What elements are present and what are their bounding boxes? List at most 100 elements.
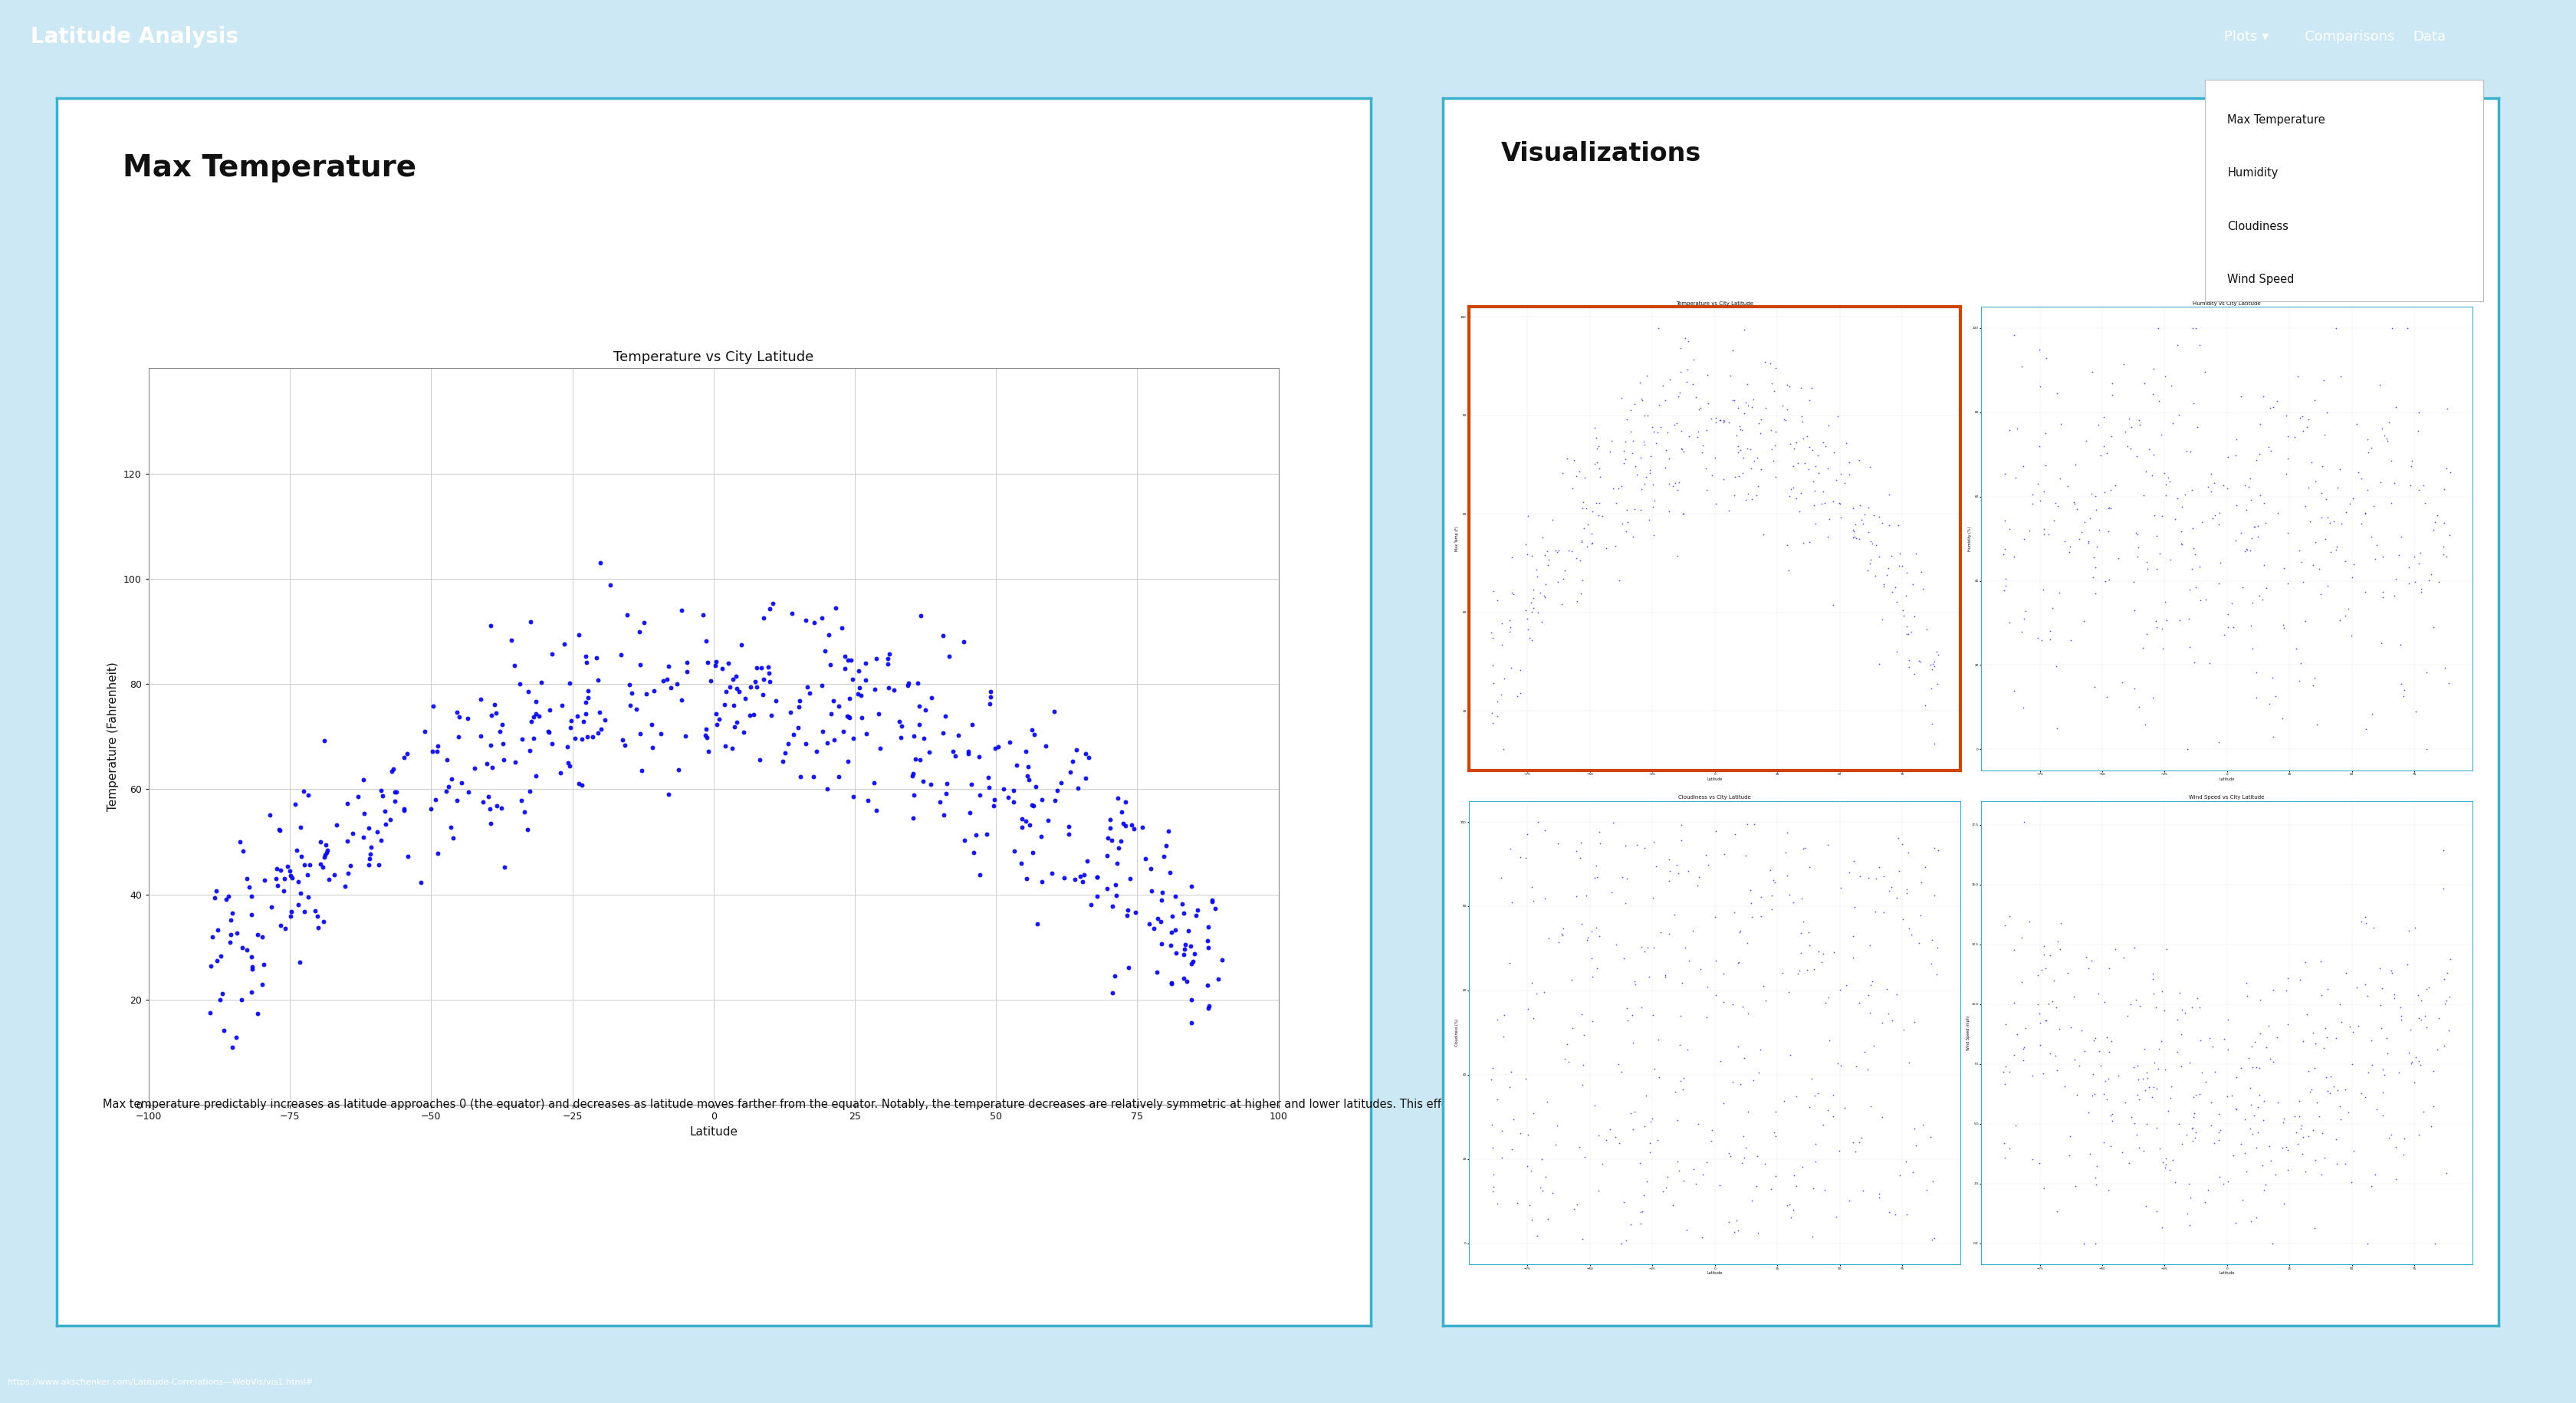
Point xyxy=(2367,1127,2409,1149)
Point xyxy=(1095,874,1136,897)
Point xyxy=(2311,1065,2352,1087)
Point xyxy=(1105,814,1146,836)
Point xyxy=(1077,885,1118,908)
Point xyxy=(1564,491,1605,513)
Point xyxy=(2174,1101,2215,1124)
Point xyxy=(2146,473,2187,495)
Point xyxy=(2267,448,2308,470)
Point xyxy=(920,790,961,812)
Point xyxy=(1492,1138,1533,1160)
Point xyxy=(1492,891,1533,913)
Point xyxy=(1726,814,1767,836)
Point xyxy=(1512,1209,1553,1232)
Point xyxy=(951,773,992,796)
Point xyxy=(2375,984,2416,1006)
Point xyxy=(1765,410,1806,432)
Point xyxy=(1607,408,1649,431)
Point xyxy=(276,839,317,861)
Point xyxy=(384,797,425,819)
Point xyxy=(1986,1013,2027,1035)
Point xyxy=(2362,424,2403,446)
Point xyxy=(2267,463,2308,485)
Point xyxy=(1623,431,1664,453)
Point xyxy=(1868,1201,1909,1223)
Point xyxy=(1682,1226,1723,1249)
Point xyxy=(2306,424,2347,446)
Point xyxy=(1777,452,1819,474)
Point xyxy=(1546,448,1587,470)
Point xyxy=(1177,899,1218,922)
Point xyxy=(2264,1107,2306,1129)
Point xyxy=(1512,596,1553,619)
Point xyxy=(1664,327,1705,349)
Point xyxy=(2354,549,2396,571)
Point xyxy=(886,675,927,697)
Point xyxy=(1917,640,1958,662)
Point xyxy=(948,741,989,763)
Point xyxy=(2038,581,2079,603)
Point xyxy=(1561,529,1602,551)
Point xyxy=(211,923,252,946)
Point xyxy=(2123,637,2164,659)
Point xyxy=(1775,487,1816,509)
Point xyxy=(2123,1068,2164,1090)
Point xyxy=(1754,1125,1795,1148)
Point xyxy=(762,749,804,772)
Point xyxy=(1571,532,1613,554)
Point xyxy=(2136,1201,2177,1223)
Point xyxy=(703,735,744,758)
Point xyxy=(1471,1136,1512,1159)
Point xyxy=(1038,779,1079,801)
Point xyxy=(649,783,690,805)
Point xyxy=(1917,964,1958,986)
Point xyxy=(1803,480,1844,502)
Point xyxy=(1754,1164,1795,1187)
Point xyxy=(837,683,878,706)
Point xyxy=(1597,570,1638,592)
Point xyxy=(2365,1027,2406,1049)
Point xyxy=(1911,953,1953,975)
Point xyxy=(1829,463,1870,485)
Point xyxy=(1600,386,1641,408)
Point xyxy=(1633,1003,1674,1026)
Point xyxy=(2169,636,2210,658)
Point xyxy=(1726,845,1767,867)
Point xyxy=(1819,491,1860,513)
Point xyxy=(855,678,896,700)
Point xyxy=(2004,1049,2045,1072)
Point xyxy=(1607,867,1649,890)
Point xyxy=(567,725,608,748)
Point xyxy=(1546,1033,1587,1055)
Point xyxy=(1556,885,1597,908)
Point xyxy=(2326,501,2367,523)
Point xyxy=(567,651,608,673)
Point xyxy=(1646,421,1687,443)
Point xyxy=(1770,1194,1811,1216)
Point xyxy=(1103,812,1144,835)
Point xyxy=(2344,502,2385,525)
Point xyxy=(1752,884,1793,906)
Point xyxy=(2169,1214,2210,1236)
Point xyxy=(1525,1166,1566,1188)
Point xyxy=(1481,634,1522,657)
Point xyxy=(2331,624,2372,647)
Point xyxy=(778,690,819,713)
Point xyxy=(1754,380,1795,403)
Point xyxy=(2293,673,2334,696)
Point xyxy=(1471,654,1512,676)
Point xyxy=(2172,317,2213,340)
Point xyxy=(2308,978,2349,1000)
Point xyxy=(1780,481,1821,504)
Point xyxy=(1566,497,1607,519)
Point xyxy=(1744,397,1785,419)
Point xyxy=(1605,892,1646,915)
Point xyxy=(1623,434,1664,456)
Point xyxy=(366,800,407,822)
Point xyxy=(747,655,788,678)
Point xyxy=(2306,487,2347,509)
Point xyxy=(2300,483,2342,505)
Point xyxy=(461,689,502,711)
Point xyxy=(2115,445,2156,467)
Point xyxy=(729,704,770,727)
Point xyxy=(2246,1037,2287,1059)
